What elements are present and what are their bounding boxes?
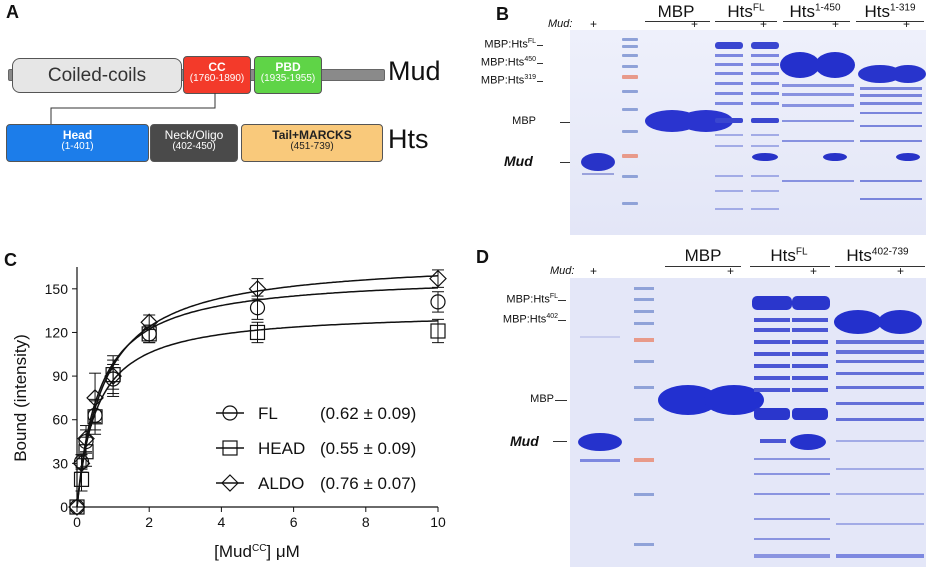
data-point-aldo (86, 389, 104, 407)
gel-d-marker-402: MBP:Hts402 (502, 313, 558, 326)
x-tick-label: 4 (218, 514, 226, 530)
gel-b-marker-mbp: MBP (512, 115, 536, 127)
panel-label-b: B (496, 4, 509, 24)
tail-title: Tail+MARCKS (272, 128, 352, 142)
x-axis-label: [MudCC] μM (214, 542, 300, 561)
binding-chart: 0 2 4 6 8 10 0 30 60 90 120 150 FL (0.62 ± 0.09) HEAD (… (11, 267, 447, 561)
data-point-head (249, 324, 266, 341)
y-tick-label: 90 (52, 368, 68, 384)
cc-head-connector (50, 93, 216, 124)
gel-b-header-hts-1-319: Hts1-319 (864, 2, 916, 21)
gel-d-header-hts-fl: HtsFL (770, 246, 808, 265)
legend-marker-aldo (221, 474, 239, 492)
mud-pbd-domain: PBD (1935-1955) (254, 56, 322, 94)
pbd-range: (1935-1955) (260, 72, 316, 84)
gel-b-marker-fl: MBP:HtsFL (484, 38, 536, 51)
head-title: Head (62, 128, 93, 142)
coiled-coils-title: Coiled-coils (47, 65, 147, 86)
y-tick-label: 0 (60, 499, 68, 515)
gel-d-plus: + (897, 264, 905, 278)
gel-b-ladder (622, 38, 638, 205)
y-tick-label: 60 (52, 412, 68, 428)
mud-protein-label: Mud (388, 56, 441, 86)
gel-b-header-hts-1-450: Hts1-450 (789, 2, 841, 21)
data-point-fl (430, 294, 446, 310)
head-range: (1-401) (61, 140, 94, 152)
gel-d-header-mbp: MBP (684, 246, 722, 265)
panel-label-c: C (4, 250, 17, 270)
gel-b-marker-450: MBP:Hts450 (480, 56, 536, 69)
legend-marker-head (222, 440, 238, 456)
x-tick-label: 6 (290, 514, 298, 530)
gel-b-image (570, 30, 926, 235)
data-point-aldo (140, 313, 159, 332)
gel-d-marker-mbp: MBP (530, 393, 554, 405)
data-point-aldo (72, 454, 91, 473)
gel-b-marker-mud: Mud (504, 153, 533, 169)
gel-b-header-mbp: MBP (657, 2, 695, 21)
data-point-head (430, 323, 446, 339)
gel-b-plus: + (760, 17, 768, 31)
data-point-aldo (104, 367, 122, 385)
gel-d-image (570, 278, 926, 567)
cc-range: (1760-1890) (189, 72, 245, 84)
gel-b-plus: + (691, 17, 699, 31)
hts-tail-domain: Tail+MARCKS (451-739) (241, 124, 383, 162)
hts-head-domain: Head (1-401) (6, 124, 149, 162)
gel-b-plus: + (590, 17, 598, 31)
gel-d-mud-row-label: Mud: (550, 265, 575, 277)
gel-b-marker-319: MBP:Hts319 (480, 74, 536, 87)
x-tick-label: 0 (73, 514, 81, 530)
panel-label-d: D (476, 247, 489, 267)
neck-title: Neck/Oligo (164, 128, 224, 142)
legend-kd: (0.62 ± 0.09) (320, 404, 416, 423)
y-tick-label: 30 (52, 455, 68, 471)
gel-b-plus: + (832, 17, 840, 31)
pbd-title: PBD (275, 60, 301, 74)
legend-name: ALDO (258, 474, 304, 493)
hts-neck-domain: Neck/Oligo (402-450) (150, 124, 238, 162)
legend-name: HEAD (258, 439, 305, 458)
data-point-aldo (248, 279, 267, 298)
data-point-aldo (68, 498, 86, 516)
x-tick-label: 8 (362, 514, 370, 530)
gel-b-header-hts-fl: HtsFL (727, 2, 765, 21)
data-point-aldo (77, 429, 95, 448)
mud-coiled-coils-domain: Coiled-coils (12, 58, 182, 93)
data-point-aldo (429, 269, 447, 288)
mud-cc-domain: CC (1760-1890) (183, 56, 251, 94)
legend-name: FL (258, 404, 278, 423)
gel-d-plus: + (810, 264, 818, 278)
gel-b-mud-row-label: Mud: (548, 18, 573, 30)
tail-range: (451-739) (290, 140, 334, 152)
gel-d-marker-fl: MBP:HtsFL (506, 293, 558, 306)
gel-b-plus: + (903, 17, 911, 31)
x-tick-label: 2 (145, 514, 153, 530)
y-tick-label: 120 (45, 324, 69, 340)
x-tick-label: 10 (430, 514, 446, 530)
legend-marker-fl (222, 405, 238, 421)
legend-kd: (0.55 ± 0.09) (320, 439, 416, 458)
legend-kd: (0.76 ± 0.07) (320, 474, 416, 493)
panel-label-a: A (6, 2, 19, 22)
data-point-head (69, 499, 85, 515)
cc-title: CC (208, 60, 226, 74)
gel-d-plus: + (727, 264, 735, 278)
gel-d-marker-mud: Mud (510, 433, 539, 449)
gel-d-plus: + (590, 264, 598, 278)
neck-range: (402-450) (172, 140, 216, 152)
gel-d-header-hts-402-739: Hts402-739 (846, 246, 909, 265)
data-point-fl (249, 300, 266, 316)
y-axis-label: Bound (intensity) (11, 334, 30, 462)
hts-protein-label: Hts (388, 124, 429, 154)
y-tick-label: 150 (45, 281, 69, 297)
